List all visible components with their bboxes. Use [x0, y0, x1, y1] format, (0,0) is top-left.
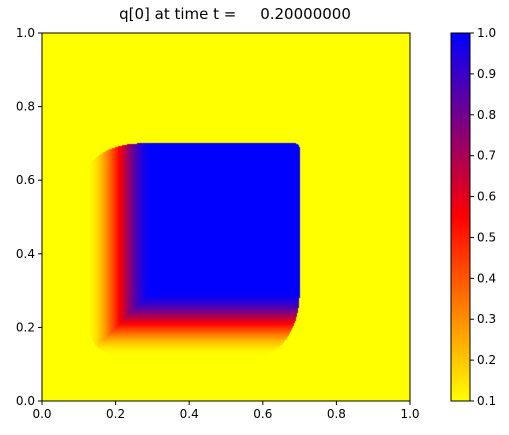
colorbar-tick-label: 1.0 [477, 26, 496, 40]
colorbar-tick-label: 0.8 [477, 108, 496, 122]
colorbar-tick-label: 0.2 [477, 353, 496, 367]
y-tick-label: 0.8 [16, 100, 35, 114]
y-tick-label: 1.0 [16, 26, 35, 40]
colorbar-gradient [451, 33, 470, 401]
chart-title: q[0] at time t = 0.20000000 [119, 5, 351, 23]
y-tick-label: 0.2 [16, 320, 35, 334]
y-axis: 0.0 0.2 0.4 0.6 0.8 1.0 [16, 26, 42, 408]
colorbar-tick-label: 0.9 [477, 67, 496, 81]
colorbar-tick-label: 0.6 [477, 190, 496, 204]
x-axis: 0.0 0.2 0.4 0.6 0.8 1.0 [32, 401, 420, 421]
x-tick-label: 0.0 [32, 407, 51, 421]
x-tick-label: 0.2 [106, 407, 125, 421]
axes: 0.0 0.2 0.4 0.6 0.8 1.0 0.0 0.2 0.4 0.6 0.8 1.0 [16, 26, 420, 421]
colorbar-ticks: 0.1 0.2 0.3 0.4 0.5 0.6 0.7 0.8 0.9 1.0 [470, 26, 496, 408]
y-tick-label: 0.4 [16, 247, 35, 261]
x-tick-label: 0.8 [327, 407, 346, 421]
colorbar-tick-label: 0.5 [477, 230, 496, 244]
x-tick-label: 0.6 [253, 407, 272, 421]
colorbar: 0.1 0.2 0.3 0.4 0.5 0.6 0.7 0.8 0.9 1.0 [450, 26, 496, 408]
colorbar-tick-label: 0.3 [477, 312, 496, 326]
colorbar-tick-label: 0.4 [477, 271, 496, 285]
x-tick-label: 1.0 [400, 407, 419, 421]
colorbar-frame [450, 32, 471, 402]
heatmap-image [42, 33, 410, 401]
plot-frame [41, 32, 411, 402]
colorbar-tick-label: 0.7 [477, 149, 496, 163]
colorbar-tick-label: 0.1 [477, 394, 496, 408]
x-tick-label: 0.4 [180, 407, 199, 421]
y-tick-label: 0.0 [16, 394, 35, 408]
y-tick-label: 0.6 [16, 173, 35, 187]
